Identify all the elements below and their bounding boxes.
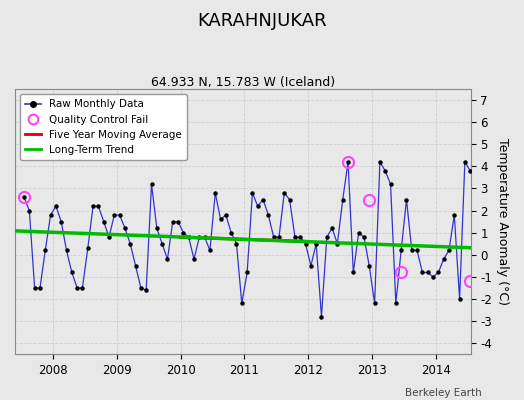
Text: KARAHNJUKAR: KARAHNJUKAR (197, 12, 327, 30)
Text: Berkeley Earth: Berkeley Earth (406, 388, 482, 398)
Legend: Raw Monthly Data, Quality Control Fail, Five Year Moving Average, Long-Term Tren: Raw Monthly Data, Quality Control Fail, … (20, 94, 188, 160)
Y-axis label: Temperature Anomaly (°C): Temperature Anomaly (°C) (496, 138, 509, 305)
Title: 64.933 N, 15.783 W (Iceland): 64.933 N, 15.783 W (Iceland) (151, 76, 335, 89)
